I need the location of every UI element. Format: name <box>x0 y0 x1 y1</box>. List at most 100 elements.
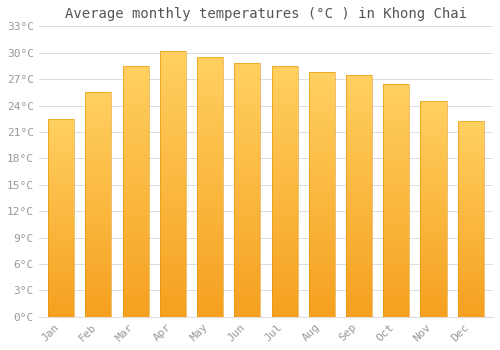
Bar <box>272 254 297 257</box>
Bar <box>197 60 223 62</box>
Bar <box>420 291 446 293</box>
Bar <box>346 285 372 288</box>
Bar <box>308 233 335 236</box>
Bar <box>48 228 74 230</box>
Bar <box>234 109 260 111</box>
Bar <box>383 247 409 249</box>
Bar <box>346 307 372 309</box>
Bar <box>383 140 409 142</box>
Bar <box>420 220 446 222</box>
Bar <box>420 183 446 185</box>
Bar <box>346 290 372 293</box>
Bar <box>197 309 223 312</box>
Bar <box>383 130 409 133</box>
Bar <box>346 244 372 247</box>
Bar <box>420 123 446 125</box>
Bar <box>122 166 148 169</box>
Bar <box>383 135 409 137</box>
Bar <box>48 176 74 178</box>
Bar <box>234 200 260 203</box>
Bar <box>197 68 223 70</box>
Bar <box>160 237 186 240</box>
Bar <box>48 184 74 186</box>
Bar <box>122 164 148 166</box>
Bar <box>197 296 223 299</box>
Bar <box>197 93 223 96</box>
Bar <box>308 180 335 182</box>
Bar <box>458 213 483 215</box>
Bar <box>272 66 297 317</box>
Bar <box>383 240 409 242</box>
Bar <box>272 176 297 179</box>
Bar <box>234 271 260 274</box>
Bar <box>197 57 223 317</box>
Bar <box>308 128 335 131</box>
Bar <box>160 218 186 221</box>
Bar <box>197 239 223 241</box>
Bar <box>308 199 335 202</box>
Bar <box>308 190 335 192</box>
Bar <box>458 211 483 213</box>
Bar <box>458 303 483 305</box>
Bar <box>308 114 335 116</box>
Bar <box>197 226 223 229</box>
Bar <box>458 186 483 188</box>
Bar <box>197 109 223 112</box>
Bar <box>197 172 223 174</box>
Bar <box>272 124 297 126</box>
Bar <box>458 133 483 135</box>
Bar <box>458 309 483 311</box>
Bar <box>458 272 483 274</box>
Bar <box>308 177 335 180</box>
Bar <box>197 166 223 169</box>
Bar <box>458 192 483 194</box>
Bar <box>86 191 112 193</box>
Bar <box>48 289 74 291</box>
Bar <box>272 284 297 287</box>
Bar <box>346 145 372 147</box>
Bar <box>458 268 483 270</box>
Bar <box>420 159 446 161</box>
Bar <box>420 187 446 190</box>
Bar <box>346 116 372 118</box>
Bar <box>308 273 335 275</box>
Bar <box>197 86 223 88</box>
Bar <box>272 159 297 161</box>
Bar <box>458 188 483 190</box>
Bar <box>234 127 260 129</box>
Bar <box>272 224 297 226</box>
Bar <box>234 198 260 200</box>
Bar <box>308 265 335 268</box>
Bar <box>346 205 372 208</box>
Bar <box>308 84 335 87</box>
Bar <box>86 148 112 151</box>
Bar <box>458 149 483 151</box>
Bar <box>197 275 223 278</box>
Bar <box>234 281 260 284</box>
Bar <box>86 104 112 106</box>
Bar <box>122 71 148 74</box>
Bar <box>272 302 297 304</box>
Bar <box>346 198 372 201</box>
Bar <box>122 314 148 317</box>
Bar <box>234 312 260 314</box>
Bar <box>48 291 74 293</box>
Bar <box>383 137 409 140</box>
Bar <box>86 187 112 189</box>
Bar <box>48 127 74 128</box>
Bar <box>420 135 446 138</box>
Bar <box>86 173 112 175</box>
Bar <box>234 238 260 241</box>
Bar <box>48 206 74 208</box>
Bar <box>234 266 260 269</box>
Bar <box>160 149 186 152</box>
Bar <box>346 273 372 276</box>
Bar <box>122 169 148 171</box>
Bar <box>272 71 297 74</box>
Bar <box>160 303 186 306</box>
Bar <box>122 81 148 83</box>
Bar <box>122 76 148 78</box>
Bar <box>197 176 223 179</box>
Bar <box>86 193 112 196</box>
Bar <box>48 263 74 265</box>
